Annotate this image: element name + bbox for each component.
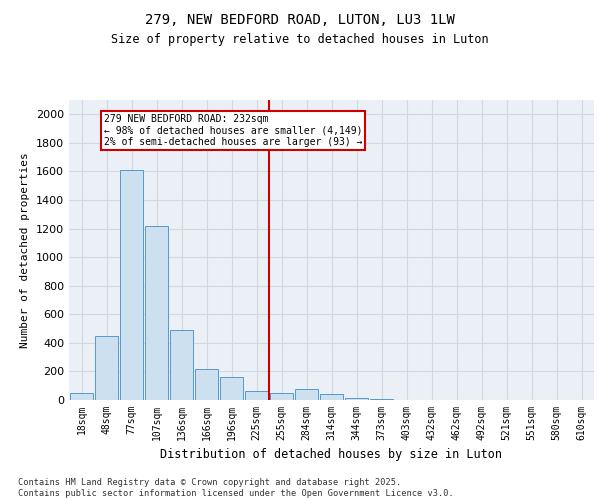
Bar [145,226,169,400]
Bar [95,336,118,400]
Y-axis label: Number of detached properties: Number of detached properties [20,152,31,348]
X-axis label: Distribution of detached houses by size in Luton: Distribution of detached houses by size … [161,448,503,462]
Text: 279, NEW BEDFORD ROAD, LUTON, LU3 1LW: 279, NEW BEDFORD ROAD, LUTON, LU3 1LW [145,12,455,26]
Bar [170,330,193,400]
Bar [194,368,218,400]
Bar [344,398,368,400]
Text: Size of property relative to detached houses in Luton: Size of property relative to detached ho… [111,32,489,46]
Bar [320,394,343,400]
Bar [220,377,244,400]
Bar [269,393,293,400]
Bar [70,393,94,400]
Bar [119,170,143,400]
Text: 279 NEW BEDFORD ROAD: 232sqm
← 98% of detached houses are smaller (4,149)
2% of : 279 NEW BEDFORD ROAD: 232sqm ← 98% of de… [104,114,362,148]
Text: Contains HM Land Registry data © Crown copyright and database right 2025.
Contai: Contains HM Land Registry data © Crown c… [18,478,454,498]
Bar [245,390,268,400]
Bar [295,390,319,400]
